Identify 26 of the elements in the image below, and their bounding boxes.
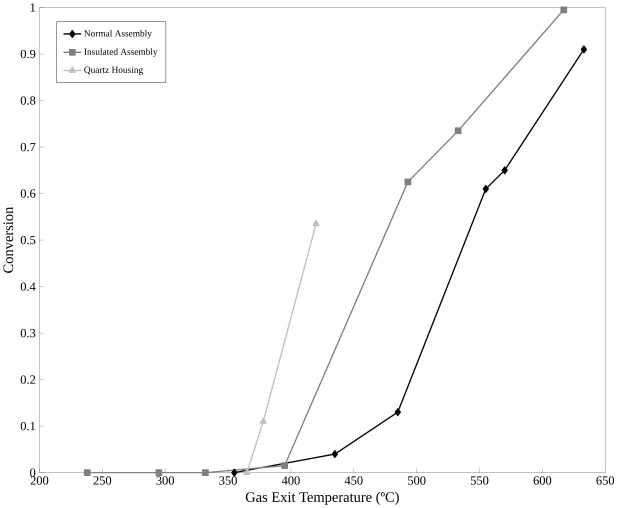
y-tick-label: 0.1 — [20, 422, 36, 430]
legend-label: Insulated Assembly — [84, 48, 158, 57]
legend-label: Quartz Housing — [84, 66, 143, 75]
y-tick-label: 0.6 — [20, 189, 36, 198]
x-tick-label: 350 — [219, 476, 237, 484]
x-tick-label: 500 — [408, 476, 426, 484]
y-tick-label: 1 — [30, 3, 36, 12]
y-tick-label: 0.3 — [20, 328, 36, 338]
x-tick-label: 600 — [534, 476, 552, 484]
x-tick-label: 450 — [344, 476, 363, 484]
x-tick-label: 400 — [282, 476, 300, 484]
x-tick-label: 250 — [94, 476, 112, 484]
y-tick-label: 0.5 — [20, 236, 36, 244]
y-tick-label: 0 — [30, 468, 36, 477]
y-axis-title: Conversion — [3, 206, 14, 273]
x-tick-label: 650 — [596, 476, 614, 484]
x-tick-label: 550 — [470, 476, 488, 484]
legend-label: Normal Assembly — [84, 30, 152, 38]
y-tick-label: 0.8 — [20, 96, 36, 105]
y-tick-label: 0.7 — [20, 142, 36, 152]
x-axis-title: Gas Exit Temperature (ºC) — [246, 492, 399, 505]
x-tick-label: 200 — [30, 476, 48, 484]
y-tick-label: 0.4 — [20, 282, 36, 291]
x-tick-label: 300 — [156, 476, 174, 484]
y-tick-label: 0.9 — [20, 50, 36, 58]
y-tick-label: 0.2 — [20, 375, 36, 384]
